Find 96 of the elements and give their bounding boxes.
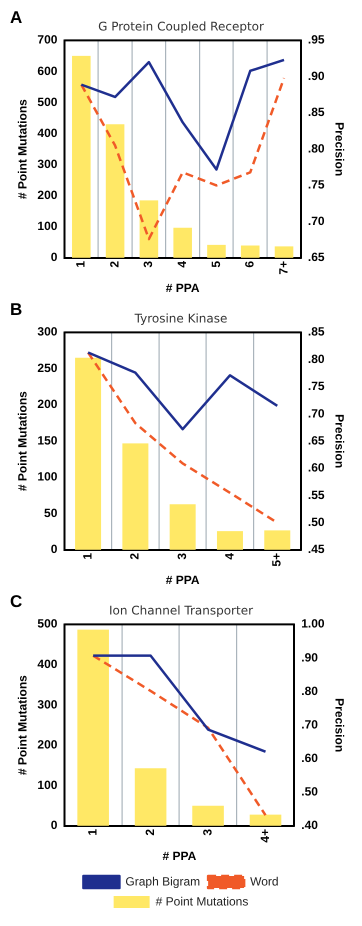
bar bbox=[106, 124, 124, 258]
y2-tick-label: .75 bbox=[308, 178, 325, 192]
text: A bbox=[10, 8, 22, 28]
y2-tick-label: .90 bbox=[301, 650, 318, 664]
x-tick-label: 1 bbox=[74, 260, 88, 268]
x-tick-label: 7+ bbox=[276, 260, 290, 275]
y-tick-label: 0 bbox=[50, 818, 58, 832]
y-tick-label: 600 bbox=[37, 64, 58, 78]
y2-axis-title: Precision bbox=[332, 698, 346, 752]
x-tick-label: 2 bbox=[128, 552, 142, 560]
y-tick-label: 200 bbox=[37, 738, 58, 752]
y-axis-title: # Point Mutations bbox=[16, 674, 30, 776]
chart-title: G Protein Coupled Receptor bbox=[98, 19, 264, 34]
bar bbox=[250, 814, 282, 826]
y-tick-label: 250 bbox=[37, 360, 58, 375]
bar bbox=[264, 530, 290, 550]
y-tick-label: 300 bbox=[37, 324, 58, 339]
y2-tick-label: .85 bbox=[308, 324, 325, 339]
x-tick-label: 2 bbox=[142, 828, 157, 836]
y2-tick-label: .55 bbox=[308, 488, 325, 502]
y2-tick-label: .70 bbox=[308, 406, 325, 420]
y2-axis-title: Precision bbox=[332, 414, 346, 468]
x-tick-label: 5+ bbox=[270, 552, 284, 567]
y-tick-label: 100 bbox=[37, 219, 58, 234]
x-tick-label: 4 bbox=[222, 552, 236, 560]
y2-tick-label: .80 bbox=[308, 352, 325, 366]
y-tick-label: 300 bbox=[37, 157, 58, 172]
y2-tick-label: .80 bbox=[308, 141, 325, 156]
x-tick-label: 1 bbox=[85, 828, 100, 836]
bar bbox=[173, 228, 192, 258]
y2-tick-label: .95 bbox=[308, 32, 325, 47]
bar bbox=[170, 504, 196, 550]
y-tick-label: 200 bbox=[37, 397, 58, 412]
y-tick-label: 50 bbox=[44, 506, 58, 520]
y-tick-label: 0 bbox=[50, 250, 58, 264]
y-tick-label: 100 bbox=[37, 470, 58, 484]
x-tick-label: 2 bbox=[107, 260, 122, 268]
y2-tick-label: .75 bbox=[308, 379, 325, 394]
y2-tick-label: .60 bbox=[308, 460, 325, 475]
bar bbox=[134, 768, 166, 826]
x-tick-label: 4+ bbox=[258, 828, 272, 843]
x-axis-title: # PPA bbox=[166, 573, 200, 588]
y2-tick-label: .80 bbox=[301, 684, 318, 698]
y-tick-label: 400 bbox=[37, 126, 58, 140]
line-series bbox=[80, 76, 286, 240]
x-tick-label: 4 bbox=[174, 260, 189, 268]
y2-tick-label: .70 bbox=[301, 717, 318, 732]
x-tick-label: 5 bbox=[208, 260, 223, 268]
y-axis-title: # Point Mutations bbox=[16, 98, 30, 200]
legend-label: Word bbox=[250, 874, 279, 888]
bar bbox=[122, 443, 148, 550]
y2-tick-label: .50 bbox=[308, 515, 325, 530]
y-tick-label: 500 bbox=[37, 616, 58, 631]
text: B bbox=[10, 300, 22, 320]
x-tick-label: 3 bbox=[200, 828, 214, 836]
bar bbox=[75, 358, 102, 550]
y2-tick-label: .70 bbox=[308, 214, 325, 228]
y-tick-label: 100 bbox=[37, 778, 58, 792]
y2-tick-label: 1.00 bbox=[301, 616, 325, 631]
x-axis-title: # PPA bbox=[162, 849, 197, 864]
line-series bbox=[92, 654, 267, 816]
y-tick-label: 150 bbox=[37, 433, 58, 448]
y-tick-label: 300 bbox=[37, 697, 58, 712]
bar bbox=[216, 531, 243, 550]
x-tick-label: 3 bbox=[141, 260, 156, 268]
legend-label: # Point Mutations bbox=[156, 894, 248, 908]
y2-tick-label: .65 bbox=[308, 250, 325, 264]
y-tick-label: 200 bbox=[37, 188, 58, 202]
y-tick-label: 700 bbox=[37, 32, 58, 47]
x-axis-title: # PPA bbox=[166, 281, 200, 296]
y-axis-title: # Point Mutations bbox=[16, 390, 30, 492]
y2-tick-label: .65 bbox=[308, 433, 325, 448]
text: C bbox=[10, 592, 22, 612]
chart-title: Tyrosine Kinase bbox=[134, 311, 228, 326]
y-tick-label: 0 bbox=[50, 542, 58, 556]
bar bbox=[240, 245, 260, 258]
y-tick-label: 500 bbox=[37, 94, 58, 109]
chart-title: Ion Channel Transporter bbox=[108, 603, 254, 618]
bar bbox=[140, 200, 158, 258]
y2-tick-label: .60 bbox=[301, 751, 318, 766]
legend-label: Graph Bigram bbox=[125, 874, 200, 888]
y-tick-label: 400 bbox=[37, 657, 58, 672]
y2-tick-label: .85 bbox=[308, 105, 325, 120]
y2-tick-label: .45 bbox=[308, 542, 325, 556]
x-tick-label: 1 bbox=[80, 552, 94, 560]
y2-tick-label: .90 bbox=[308, 68, 325, 83]
bar bbox=[274, 246, 294, 258]
bar bbox=[72, 56, 91, 258]
bar bbox=[77, 630, 109, 826]
y2-axis-title: Precision bbox=[332, 122, 346, 176]
y2-tick-label: .40 bbox=[301, 818, 318, 832]
x-tick-label: 3 bbox=[174, 552, 189, 560]
bar bbox=[207, 244, 226, 258]
x-tick-label: 6 bbox=[242, 260, 257, 268]
bar bbox=[192, 806, 224, 826]
y2-tick-label: .50 bbox=[301, 784, 318, 799]
